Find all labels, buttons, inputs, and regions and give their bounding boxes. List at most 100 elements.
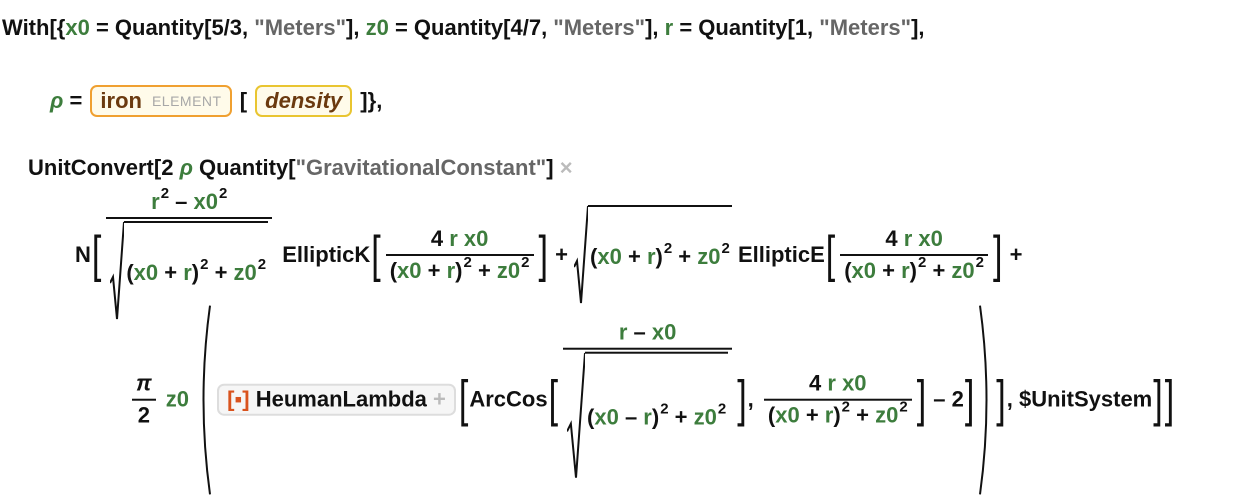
expression: (x0 + r) 2 + z0 2 — [840, 253, 988, 286]
code-token: x0 — [397, 258, 422, 283]
radical-sign — [110, 221, 124, 321]
superscript: 2 — [918, 253, 927, 271]
code-token: 4 — [430, 226, 450, 251]
superscript: 2 — [663, 239, 673, 257]
code-token: , $UnitSystem — [1006, 387, 1153, 412]
code-token: + — [876, 258, 902, 283]
code-token: r — [824, 403, 834, 428]
superscript: 2 — [899, 398, 908, 416]
expression: r – x0 — [615, 318, 681, 348]
code-token: = Quantity[5/3, — [89, 15, 255, 40]
superscript: 2 — [463, 253, 472, 271]
superscript: 2 — [200, 255, 209, 273]
code-line: ρ = iron ELEMENT [ density ]}, — [50, 85, 382, 117]
code-token: + — [421, 258, 447, 283]
superscript: 2 — [717, 400, 727, 418]
code-token: x0 — [851, 258, 877, 283]
entity-box: density — [255, 85, 353, 117]
fraction-bar — [563, 347, 733, 350]
entity-type-label: ELEMENT — [151, 93, 222, 109]
code-token: x0 — [918, 226, 943, 251]
code-token: + — [548, 242, 575, 267]
code-token: ( — [767, 403, 776, 428]
right-paren — [977, 304, 995, 496]
fraction: 4 r x0(x0 + r) 2 + z0 2 — [840, 224, 989, 286]
code-token: + — [672, 244, 698, 269]
code-token: x0 — [193, 189, 218, 214]
bracket: [ — [548, 370, 559, 428]
fraction-bar — [132, 399, 156, 401]
expression: 4 r x0 — [805, 369, 871, 399]
fraction-bar — [106, 217, 273, 219]
code-token: ( — [389, 258, 398, 283]
code-token: + — [668, 405, 694, 430]
code-token: z0 — [165, 387, 190, 412]
code-token: = Quantity[1, — [673, 15, 820, 40]
fraction: r – x0(x0 – r) 2 + z0 2 — [563, 318, 733, 483]
square-root: (x0 + r) 2 + z0 2 — [574, 205, 732, 305]
code-token: ) — [651, 405, 660, 430]
notebook-cell: With[{ x0 = Quantity[5/3, "Meters"], z0 =… — [2, 15, 1175, 466]
code-token: r — [646, 244, 656, 269]
expression: (x0 + r) 2 + z0 2 — [124, 221, 269, 321]
code-token: iron — [100, 88, 142, 113]
code-token: = — [63, 88, 89, 113]
code-token: × — [559, 155, 573, 180]
code-token: ρ — [50, 88, 64, 113]
code-token: r — [446, 258, 456, 283]
code-token: HeumanLambda — [249, 387, 433, 412]
code-token: + — [850, 403, 876, 428]
code-token: ( — [126, 260, 134, 285]
code-token: x0 — [133, 260, 159, 285]
entity-box: iron ELEMENT — [90, 85, 232, 117]
code-token: [ — [233, 88, 254, 113]
fraction-bar — [840, 254, 989, 256]
code-token: ] — [546, 155, 560, 180]
code-token: + — [433, 387, 446, 412]
code-line: With[{x0 = Quantity[5/3, "Meters"], z0 =… — [2, 15, 925, 41]
expression: (x0 + r) 2 + z0 2 — [588, 205, 732, 305]
code-token: + — [471, 258, 497, 283]
code-token: With[{ — [2, 15, 66, 40]
superscript: 2 — [721, 239, 730, 257]
code-token: – — [627, 319, 652, 345]
bracket: ] — [964, 370, 975, 428]
square-root: (x0 + r) 2 + z0 2 — [110, 221, 269, 321]
bracket: ] — [1153, 370, 1163, 428]
code-token: x0 — [775, 403, 800, 428]
code-token: "Meters" — [254, 15, 347, 40]
bracket: [ — [91, 225, 102, 283]
bracket: [ — [458, 370, 469, 428]
code-token: ( — [590, 244, 598, 269]
code-token: z0 — [365, 15, 389, 40]
code-token: z0 — [951, 258, 975, 283]
code-token: ], — [645, 15, 665, 40]
radical-sign — [574, 205, 588, 305]
code-token: + — [158, 260, 184, 285]
bracket: [ — [825, 225, 836, 283]
code-token: z0 — [233, 260, 257, 285]
code-token: ], — [346, 15, 366, 40]
bracket: ] — [916, 370, 927, 428]
entity-box: [▪] HeumanLambda + — [217, 384, 456, 416]
code-token: – — [169, 189, 194, 214]
code-token: EllipticE — [731, 242, 825, 267]
code-token: + — [208, 260, 234, 285]
code-token: r — [449, 226, 458, 251]
fraction-bar — [763, 399, 912, 401]
superscript: 2 — [975, 253, 985, 271]
code-token: r — [903, 226, 913, 251]
expression: (x0 + r) 2 + z0 2 — [386, 253, 534, 286]
code-token: 2 — [137, 403, 150, 428]
bracket: ] — [538, 225, 548, 283]
expression: 2 — [134, 401, 154, 431]
code-token: z0 — [875, 403, 899, 428]
code-token: ( — [844, 258, 852, 283]
code-token: density — [265, 88, 343, 113]
bracket: [ — [371, 225, 381, 283]
fraction: 4 r x0(x0 + r) 2 + z0 2 — [763, 369, 912, 431]
superscript: 2 — [521, 253, 530, 271]
